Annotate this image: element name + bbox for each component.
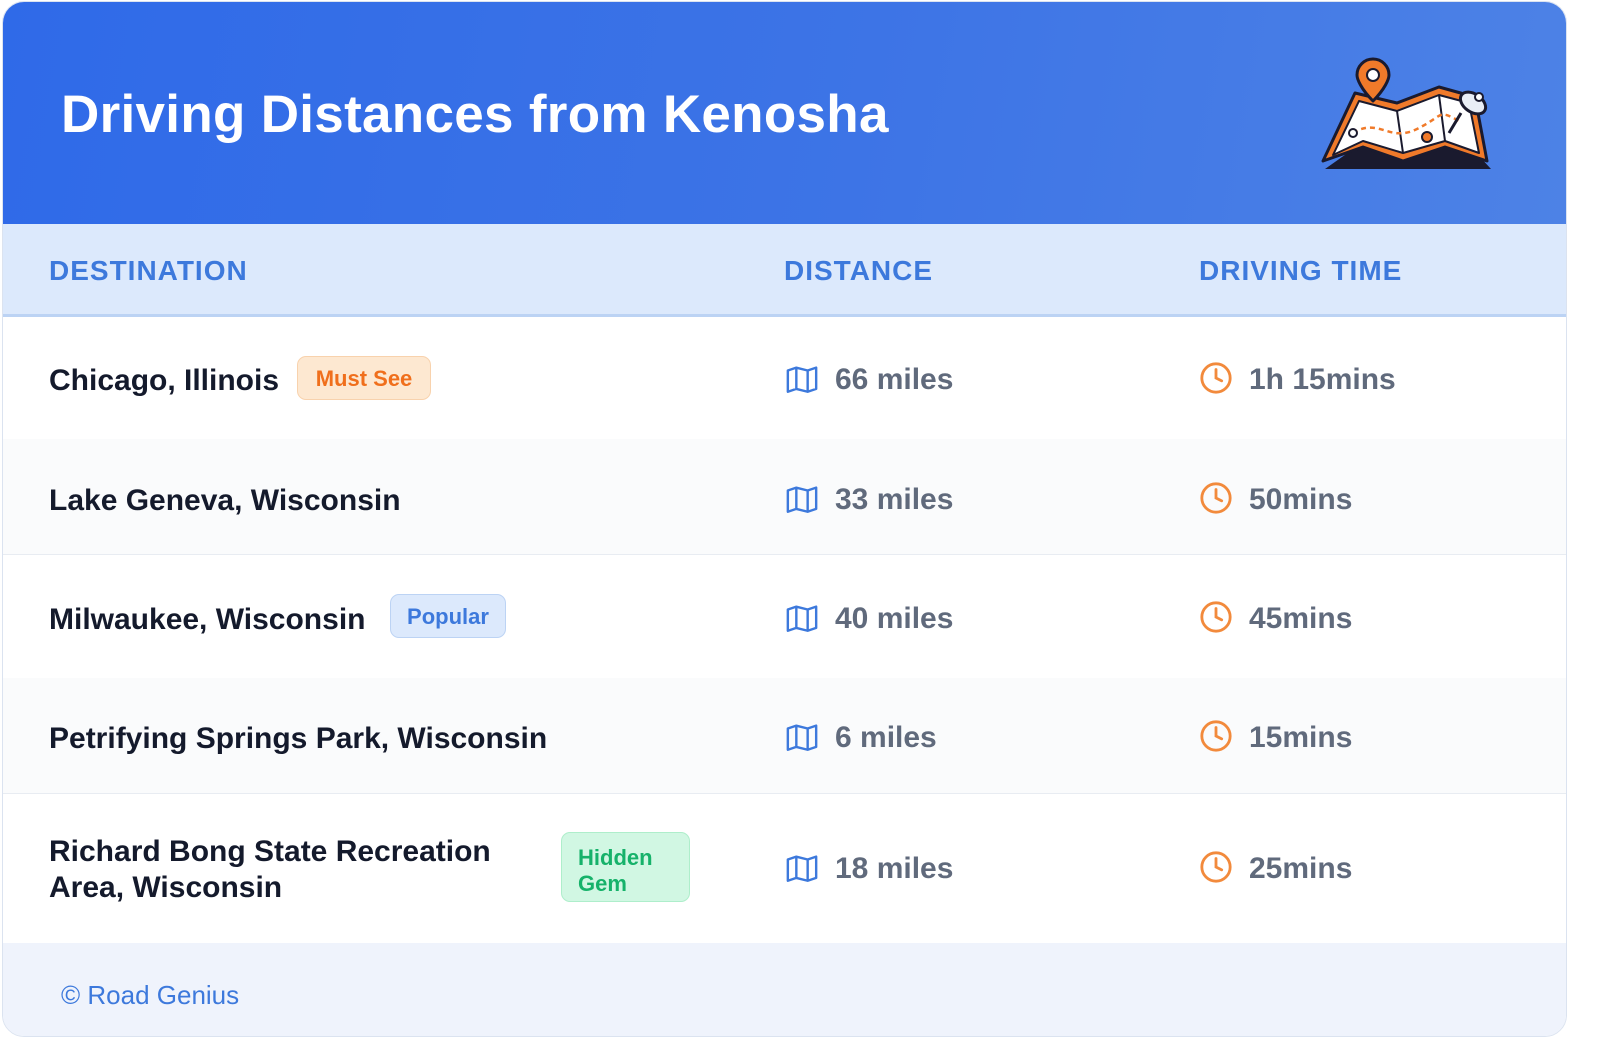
- distance-value: 6 miles: [835, 721, 937, 754]
- map-icon: [786, 486, 818, 513]
- driving-time-value: 45mins: [1249, 602, 1353, 635]
- distance-card: Driving Distances from Kenosha DESTINATI…: [2, 1, 1567, 1037]
- column-header-distance: DISTANCE: [784, 255, 934, 286]
- card-footer: © Road Genius: [3, 943, 1566, 1036]
- must-see-badge: Must See: [297, 356, 431, 400]
- table-row: Milwaukee, Wisconsin Popular 40 miles 45…: [3, 554, 1566, 679]
- clock-icon: [1200, 482, 1232, 514]
- page-title: Driving Distances from Kenosha: [61, 85, 889, 144]
- destination-name: Chicago, Illinois: [49, 364, 280, 397]
- popular-badge: Popular: [390, 594, 506, 638]
- map-icon: [786, 366, 818, 393]
- map-with-pins-icon: [1321, 57, 1491, 169]
- distance-value: 33 miles: [835, 483, 954, 516]
- footer-credit: © Road Genius: [61, 980, 240, 1010]
- hidden-gem-badge: Hidden Gem: [561, 832, 690, 902]
- map-icon: [786, 605, 818, 632]
- table-header: DESTINATION DISTANCE DRIVING TIME: [3, 224, 1566, 317]
- destination-name: Richard Bong State Recreation Area, Wisc…: [49, 835, 491, 904]
- distance-value: 40 miles: [835, 602, 954, 635]
- destination-name: Milwaukee, Wisconsin: [49, 603, 366, 636]
- column-header-driving-time: DRIVING TIME: [1199, 255, 1403, 286]
- card-header: Driving Distances from Kenosha: [3, 2, 1566, 224]
- table-row: Chicago, Illinois Must See 66 miles 1h 1…: [3, 317, 1566, 440]
- clock-icon: [1200, 362, 1232, 394]
- clock-icon: [1200, 851, 1232, 883]
- driving-time-value: 1h 15mins: [1249, 363, 1396, 396]
- map-icon: [786, 855, 818, 882]
- driving-time-value: 50mins: [1249, 483, 1353, 516]
- table-row: Lake Geneva, Wisconsin 33 miles 50mins: [3, 439, 1566, 555]
- clock-icon: [1200, 720, 1232, 752]
- map-icon: [786, 724, 818, 751]
- clock-icon: [1200, 601, 1232, 633]
- distance-value: 18 miles: [835, 852, 954, 885]
- destination-name: Petrifying Springs Park, Wisconsin: [49, 722, 548, 755]
- driving-time-value: 15mins: [1249, 721, 1353, 754]
- column-header-destination: DESTINATION: [49, 255, 248, 286]
- driving-time-value: 25mins: [1249, 852, 1353, 885]
- table-row: Petrifying Springs Park, Wisconsin 6 mil…: [3, 678, 1566, 794]
- distance-value: 66 miles: [835, 363, 954, 396]
- destination-name: Lake Geneva, Wisconsin: [49, 484, 401, 517]
- table-row: Richard Bong State Recreation Area, Wisc…: [3, 793, 1566, 943]
